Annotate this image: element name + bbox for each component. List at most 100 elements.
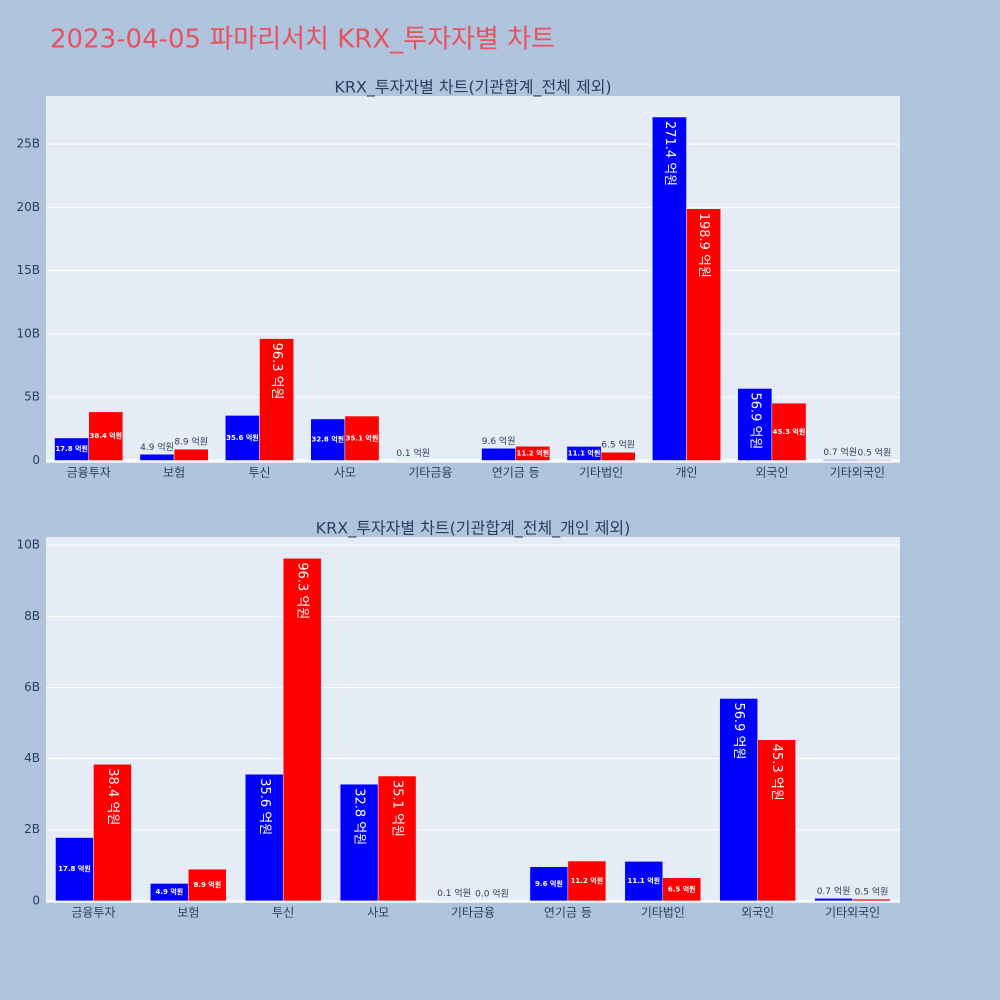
bar (822, 459, 858, 461)
bar (567, 860, 607, 902)
x-tick-label: 개인 (675, 466, 697, 480)
data-label: 32.8 억원 (312, 435, 345, 444)
y-tick-label: 10B (16, 538, 40, 552)
x-tick-label: 금융투자 (67, 466, 111, 480)
bar (771, 402, 807, 461)
data-label: 4.9 억원 (155, 887, 183, 896)
data-label: 38.4 억원 (105, 768, 120, 825)
y-tick-label: 6B (24, 680, 40, 694)
x-tick-label: 투신 (248, 466, 270, 480)
data-label: 35.6 억원 (257, 778, 272, 835)
data-label: 35.6 억원 (226, 433, 259, 442)
bar (737, 388, 773, 461)
data-label: 35.1 억원 (390, 780, 405, 837)
data-label: 45.3 억원 (773, 427, 806, 436)
bar (173, 448, 209, 461)
bar (719, 698, 758, 902)
bar (88, 411, 124, 461)
data-label: 17.8 억원 (58, 864, 91, 873)
y-tick-label: 10B (16, 326, 40, 340)
data-label: 96.3 억원 (295, 562, 310, 619)
bar (662, 877, 701, 902)
bar (624, 861, 664, 902)
bar (282, 558, 322, 902)
x-tick-label: 사모 (367, 906, 389, 920)
x-tick-label: 연기금 등 (492, 466, 540, 480)
data-label: 271.4 억원 (662, 121, 677, 186)
data-label: 8.9 억원 (193, 880, 221, 889)
data-label: 11.1 억원 (568, 448, 601, 457)
data-label: 0.5 억원 (858, 446, 892, 458)
data-label: 0.7 억원 (817, 885, 851, 897)
bar (55, 837, 94, 902)
bar (310, 418, 346, 461)
data-label: 0.1 억원 (396, 447, 430, 459)
y-tick-label: 0 (32, 453, 40, 467)
x-tick-label: 금융투자 (71, 906, 115, 920)
data-label: 6.5 억원 (601, 439, 635, 451)
y-tick-label: 5B (24, 390, 40, 404)
data-label: 0.5 억원 (855, 886, 889, 898)
x-tick-label: 기타외국인 (830, 466, 885, 480)
x-tick-label: 기타외국인 (825, 906, 880, 920)
y-tick-label: 0 (32, 893, 40, 907)
bar (686, 208, 721, 461)
data-label: 4.9 억원 (140, 441, 174, 453)
x-tick-label: 기타법인 (579, 466, 623, 480)
bar (245, 773, 284, 902)
data-label: 38.4 억원 (89, 431, 122, 440)
bar (188, 868, 227, 902)
y-tick-label: 8B (24, 609, 40, 623)
data-label: 11.2 억원 (516, 448, 549, 457)
y-tick-label: 4B (24, 751, 40, 765)
bar (377, 775, 417, 902)
bar (93, 764, 132, 902)
bar (652, 116, 687, 461)
x-tick-label: 기타금융 (408, 466, 452, 480)
data-label: 11.1 억원 (628, 876, 661, 885)
y-tick-label: 20B (16, 200, 40, 214)
chart-title: KRX_투자자별 차트(기관합계_전체_개인 제외) (316, 519, 631, 539)
data-label: 56.9 억원 (747, 392, 762, 449)
data-label: 45.3 억원 (769, 744, 784, 801)
data-label: 198.9 억원 (696, 213, 711, 278)
bar (515, 446, 551, 461)
data-label: 96.3 억원 (269, 343, 284, 400)
x-tick-label: 외국인 (755, 466, 788, 480)
bar (481, 448, 516, 461)
bar (225, 415, 260, 461)
data-label: 56.9 억원 (731, 702, 746, 759)
x-tick-label: 보험 (163, 466, 185, 480)
bar (139, 454, 175, 461)
y-tick-label: 25B (16, 137, 40, 151)
x-tick-label: 연기금 등 (544, 906, 592, 920)
data-label: 6.5 억원 (668, 884, 696, 893)
x-tick-label: 기타금융 (451, 906, 495, 920)
data-label: 8.9 억원 (174, 436, 208, 448)
x-tick-label: 사모 (334, 466, 356, 480)
data-label: 0.7 억원 (823, 446, 857, 458)
bar (814, 898, 853, 902)
data-label: 0.0 억원 (475, 887, 509, 899)
bar (339, 783, 379, 902)
data-label: 0.1 억원 (437, 887, 471, 899)
x-tick-label: 외국인 (741, 906, 774, 920)
y-tick-label: 15B (16, 263, 40, 277)
chart-title: KRX_투자자별 차트(기관합계_전체 제외) (334, 78, 611, 98)
y-tick-label: 2B (24, 822, 40, 836)
bar (259, 338, 294, 461)
page-title: 2023-04-05 파마리서치 KRX_투자자별 차트 (50, 25, 555, 55)
bar (600, 451, 636, 461)
data-label: 35.1 억원 (346, 433, 379, 442)
data-label: 9.6 억원 (535, 879, 563, 888)
data-label: 32.8 억원 (352, 788, 367, 845)
data-label: 17.8 억원 (55, 444, 88, 453)
bar (852, 898, 891, 902)
x-tick-label: 보험 (177, 906, 199, 920)
x-tick-label: 기타법인 (641, 906, 685, 920)
data-label: 9.6 억원 (482, 435, 516, 447)
data-label: 11.2 억원 (571, 876, 604, 885)
bar (857, 459, 892, 461)
x-tick-label: 투신 (272, 906, 294, 920)
